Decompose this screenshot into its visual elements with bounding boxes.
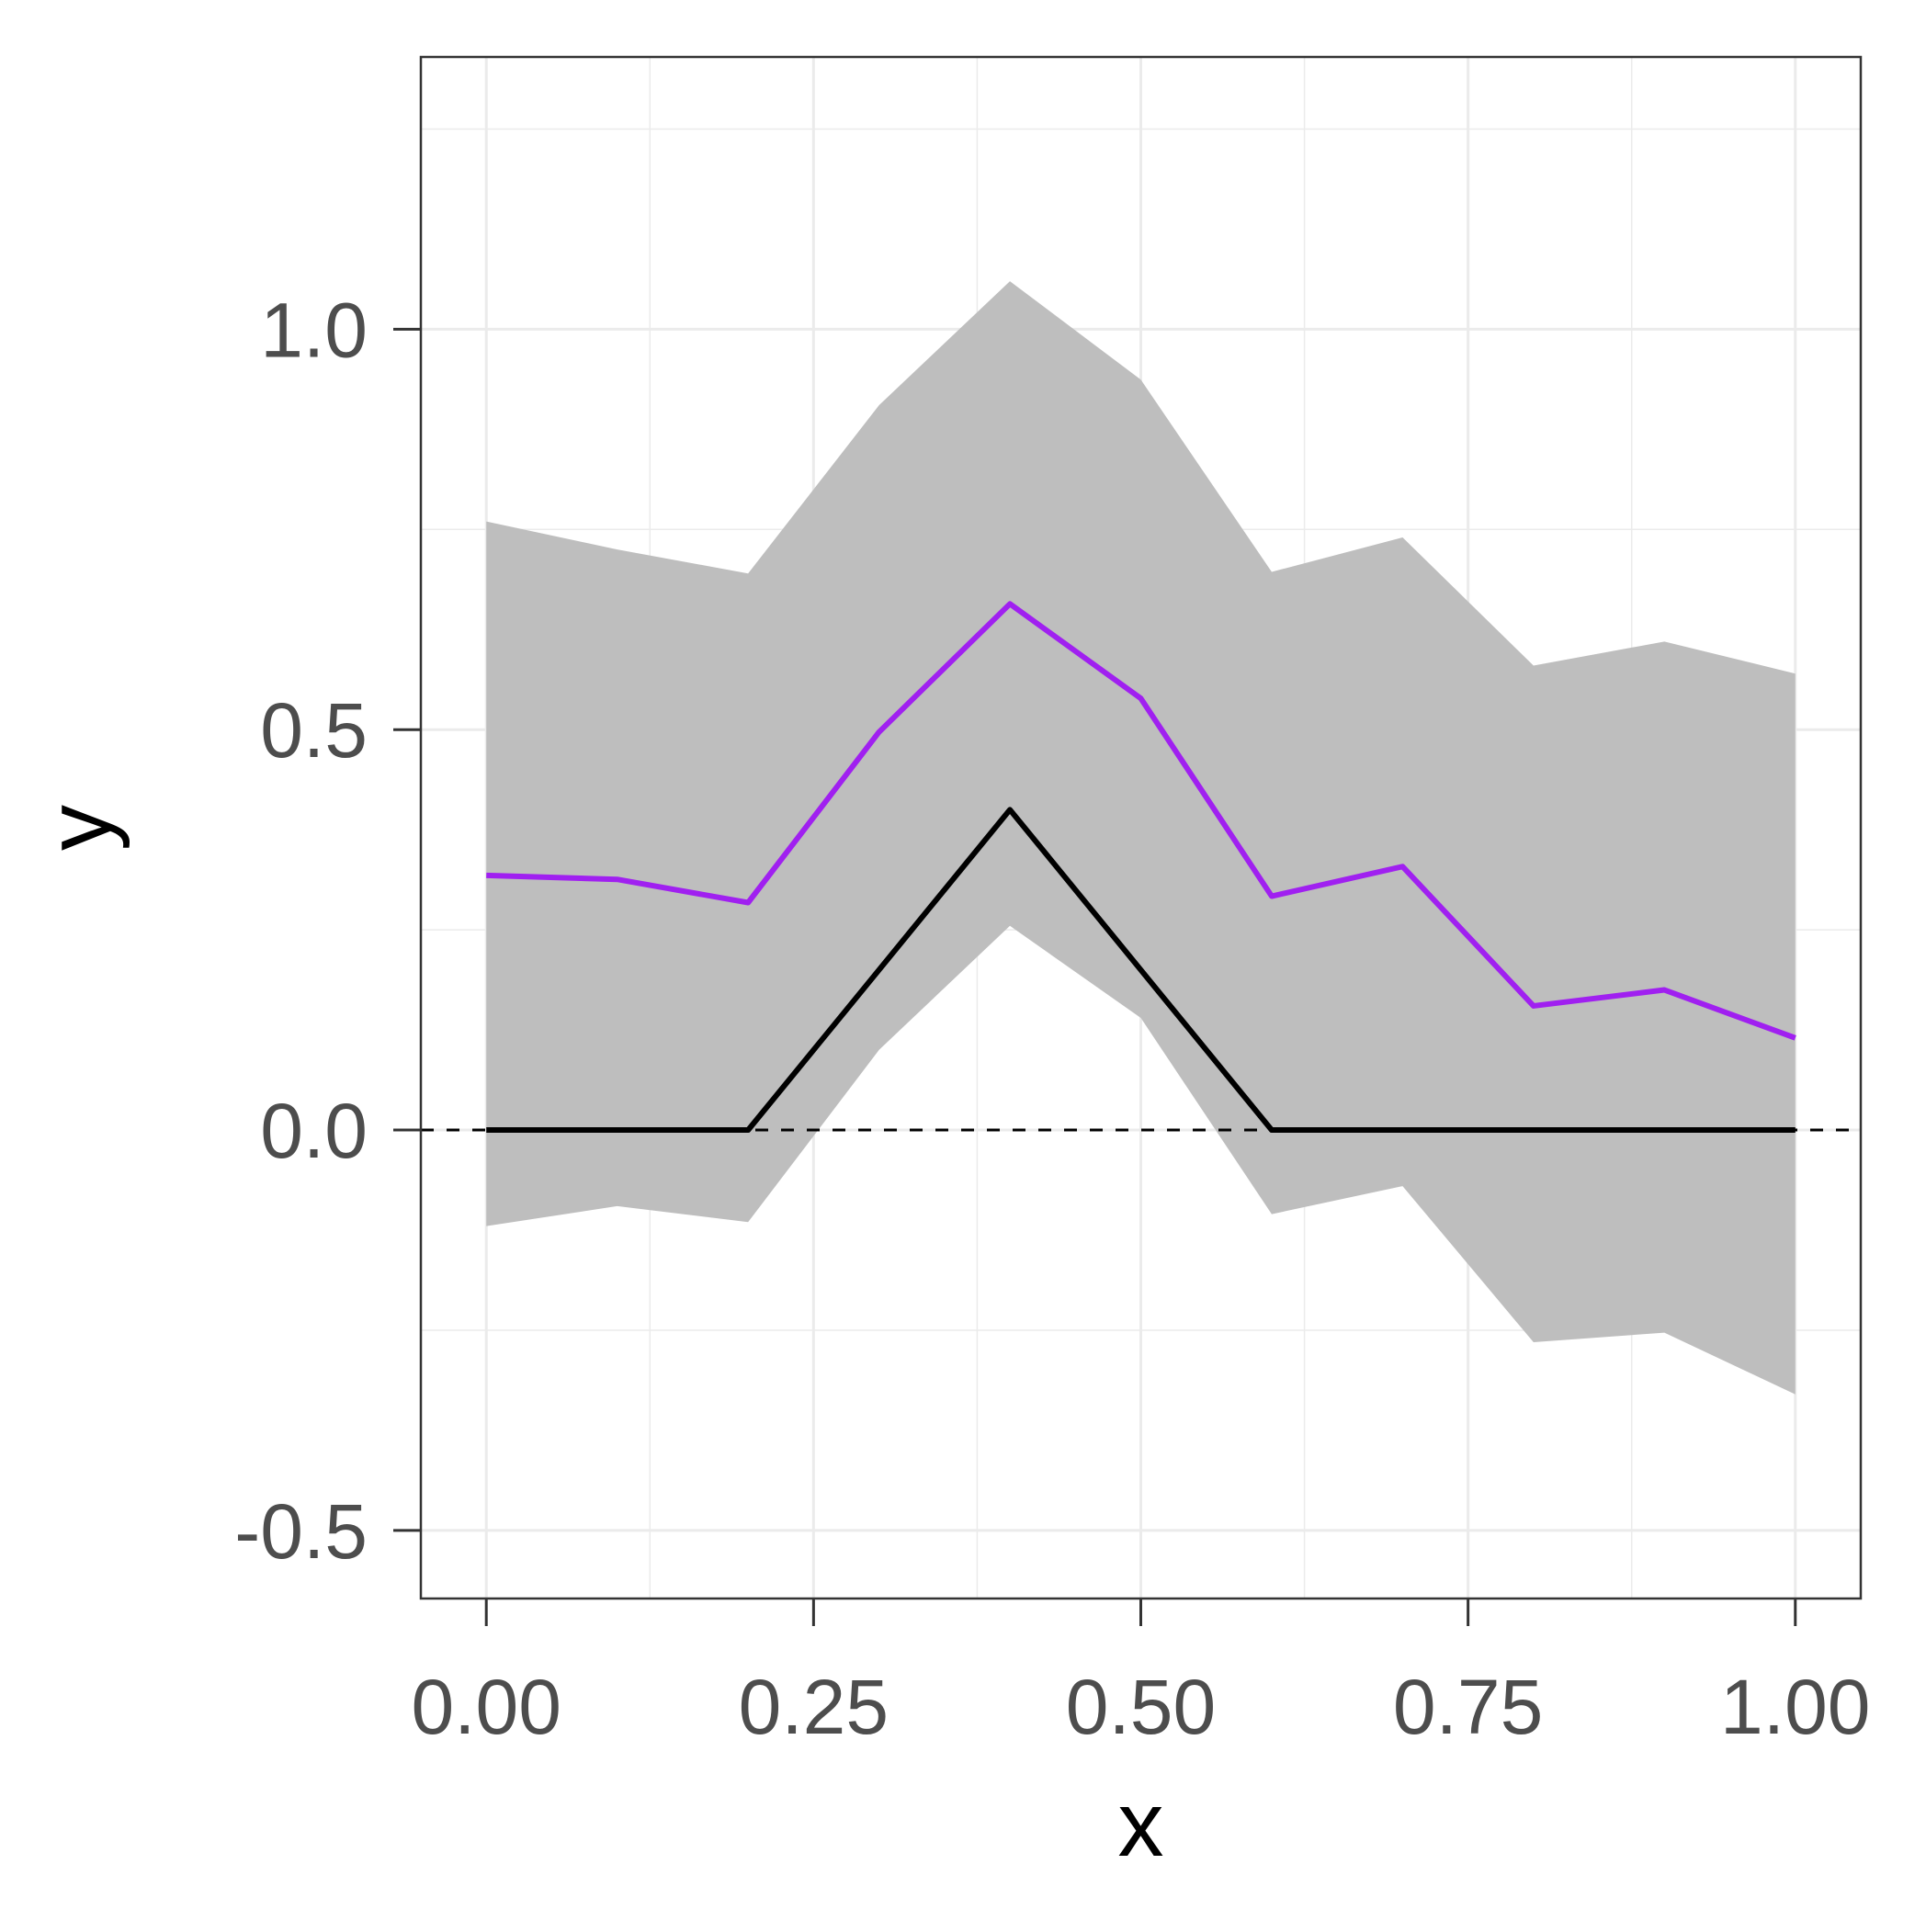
- x-tick-label: 0.75: [1393, 1664, 1544, 1750]
- series-line-1: [486, 601, 1796, 1041]
- x-tick-label: 0.00: [411, 1664, 561, 1750]
- x-axis: 0.00 0.25 0.50 0.75 1.00: [411, 1599, 1871, 1750]
- y-tick-label: 1.0: [260, 287, 368, 373]
- x-tick-label: 0.50: [1066, 1664, 1217, 1750]
- confidence-band: [486, 281, 1796, 1395]
- series-line-2: [486, 807, 1796, 1134]
- y-axis: -0.5 0.0 0.5 1.0: [234, 287, 421, 1575]
- x-tick-label: 1.00: [1720, 1664, 1871, 1750]
- y-tick-label: 0.5: [260, 687, 368, 774]
- confidence-band-layer: [486, 281, 1796, 1395]
- x-axis-title: x: [1118, 1773, 1164, 1876]
- series-layer: [486, 601, 1796, 1134]
- y-axis-title: y: [28, 805, 130, 851]
- y-tick-label: 0.0: [260, 1088, 368, 1174]
- y-tick-label: -0.5: [234, 1488, 368, 1575]
- x-tick-label: 0.25: [739, 1664, 889, 1750]
